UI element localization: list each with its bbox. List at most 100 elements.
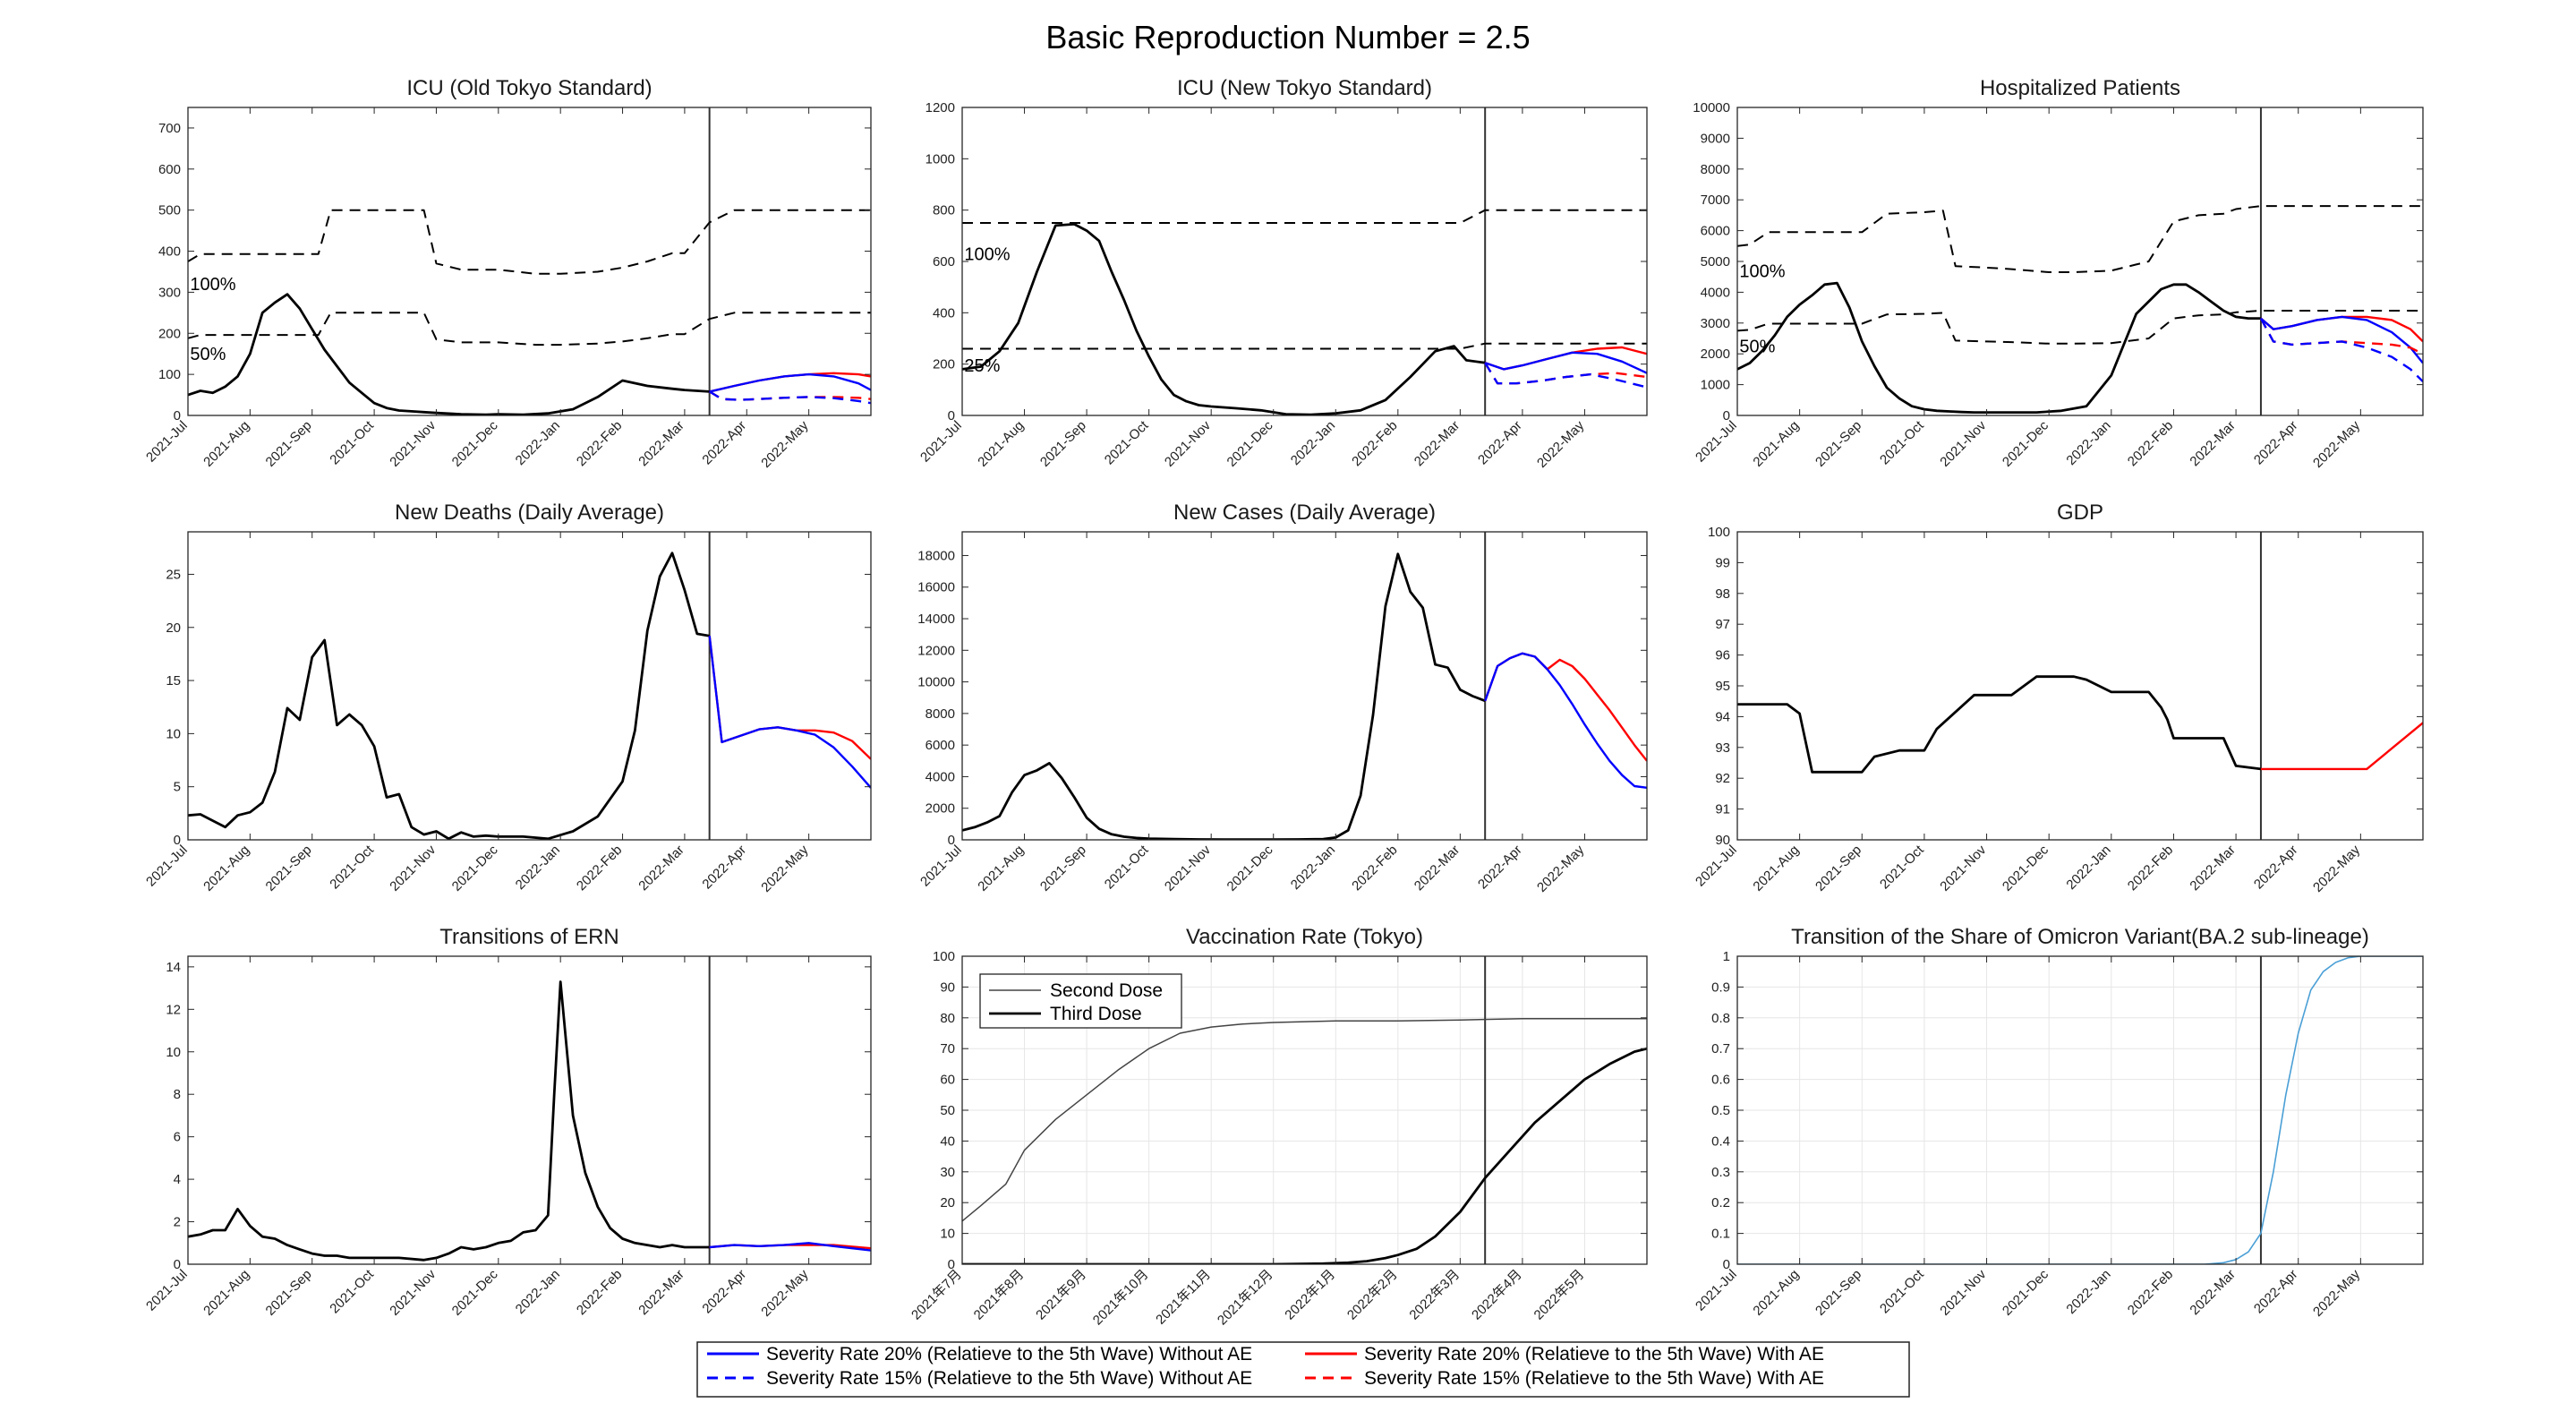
y-tick-label: 14000 bbox=[917, 612, 955, 627]
y-tick-label: 600 bbox=[158, 162, 181, 177]
threshold-annotation: 50% bbox=[190, 345, 226, 364]
legend-label: Severity Rate 15% (Relatieve to the 5th … bbox=[1364, 1368, 1824, 1389]
x-tick-label: 2021-Oct bbox=[1877, 842, 1927, 892]
y-tick-label: 70 bbox=[940, 1041, 955, 1057]
x-tick-label: 2022-Apr bbox=[1475, 418, 1525, 468]
x-tick-label: 2021-Jul bbox=[1693, 843, 1740, 890]
series-line-6 bbox=[1484, 362, 1647, 389]
y-tick-label: 10 bbox=[166, 726, 181, 741]
x-tick-label: 2022-Feb bbox=[574, 1267, 625, 1318]
y-tick-label: 4000 bbox=[925, 769, 955, 784]
y-tick-label: 7000 bbox=[1701, 192, 1730, 208]
y-tick-label: 80 bbox=[940, 1011, 955, 1026]
x-tick-label: 2022-Mar bbox=[1412, 843, 1463, 894]
panel-icu-old: ICU (Old Tokyo Standard) 0 100 200 300 400 500… bbox=[143, 76, 872, 471]
x-tick-label: 2021-Sep bbox=[263, 418, 315, 470]
x-tick-label: 2022年3月 bbox=[1406, 1267, 1463, 1323]
panel-title: ICU (Old Tokyo Standard) bbox=[406, 76, 652, 100]
x-tick-label: 2021-Dec bbox=[449, 842, 501, 894]
y-tick-label: 700 bbox=[158, 121, 181, 136]
y-tick-label: 6000 bbox=[1701, 224, 1730, 239]
y-tick-label: 25 bbox=[166, 567, 181, 582]
chart-panels: ICU (Old Tokyo Standard)0100200300400500… bbox=[143, 76, 2424, 1329]
axes-box bbox=[187, 955, 872, 1265]
x-tick-label: 2021-Dec bbox=[2000, 842, 2051, 894]
x-tick-label: 2022年2月 bbox=[1344, 1267, 1401, 1323]
panel-title: New Cases (Daily Average) bbox=[1173, 500, 1436, 525]
x-tick-label: 2022-Apr bbox=[699, 843, 749, 893]
series-line-1 bbox=[962, 1047, 1647, 1264]
x-tick-label: 2021-Dec bbox=[1224, 417, 1276, 469]
y-tick-label: 8000 bbox=[1701, 162, 1730, 177]
x-tick-label: 2021年12月 bbox=[1215, 1267, 1276, 1329]
x-tick-label: 2021-Dec bbox=[2000, 1266, 2051, 1318]
panel-hospitalized: Hospitalized Patients 0 1000 2000 3000 4000 50… bbox=[1693, 76, 2424, 471]
legend-label: Severity Rate 20% (Relatieve to the 5th … bbox=[766, 1344, 1252, 1365]
series-line-2 bbox=[188, 312, 871, 346]
panel-new-cases: New Cases (Daily Average) 0 2000 4000 6000 80… bbox=[917, 500, 1648, 895]
series-line-1 bbox=[188, 209, 871, 275]
y-tick-label: 93 bbox=[1715, 740, 1730, 756]
y-tick-label: 30 bbox=[940, 1165, 955, 1180]
x-tick-label: 2022-Jan bbox=[1288, 843, 1338, 893]
y-tick-label: 1200 bbox=[925, 100, 955, 115]
threshold-annotation: 50% bbox=[1739, 338, 1775, 357]
y-tick-label: 2000 bbox=[925, 801, 955, 817]
x-tick-label: 2021-Jul bbox=[143, 1267, 191, 1314]
y-tick-label: 0 bbox=[1723, 1257, 1730, 1272]
x-tick-label: 2021-Aug bbox=[200, 1267, 252, 1319]
y-tick-label: 94 bbox=[1715, 709, 1730, 724]
x-tick-label: 2021-Jul bbox=[1693, 418, 1740, 466]
threshold-annotation: 100% bbox=[1739, 261, 1785, 281]
x-tick-label: 2022年4月 bbox=[1469, 1267, 1525, 1323]
y-tick-label: 0 bbox=[948, 1257, 955, 1272]
series-line-3 bbox=[1484, 346, 1647, 371]
y-tick-label: 98 bbox=[1715, 586, 1730, 602]
x-tick-label: 2021-Oct bbox=[1102, 842, 1152, 892]
axes-box bbox=[961, 531, 1648, 841]
y-tick-label: 18000 bbox=[917, 548, 955, 563]
panel-vaccination: Vaccination Rate (Tokyo) 0 10 20 30 40 50 60 70 8… bbox=[908, 925, 1648, 1329]
series-line-2 bbox=[1484, 652, 1647, 789]
y-tick-label: 14 bbox=[166, 960, 181, 975]
series-line-0 bbox=[188, 980, 710, 1262]
x-tick-label: 2022-May bbox=[2310, 1266, 2364, 1320]
x-tick-label: 2022-Mar bbox=[635, 1267, 687, 1318]
y-tick-label: 0.6 bbox=[1711, 1073, 1730, 1088]
threshold-annotation: 100% bbox=[190, 275, 235, 295]
plot-area bbox=[188, 107, 871, 415]
x-tick-label: 2022-Jan bbox=[2063, 843, 2113, 893]
x-tick-label: 2022-Feb bbox=[1349, 843, 1400, 894]
y-tick-label: 300 bbox=[158, 285, 181, 300]
series-line-0 bbox=[962, 552, 1486, 840]
x-tick-label: 2021-Nov bbox=[387, 842, 439, 894]
x-tick-label: 2021-Aug bbox=[975, 418, 1027, 470]
x-tick-label: 2021年7月 bbox=[908, 1267, 965, 1323]
series-line-1 bbox=[2260, 722, 2423, 771]
series-line-2 bbox=[708, 636, 871, 789]
series-line-0 bbox=[188, 293, 710, 415]
y-tick-label: 0.4 bbox=[1711, 1134, 1730, 1149]
plot-area bbox=[1737, 956, 2423, 1264]
y-tick-label: 5000 bbox=[1701, 254, 1730, 269]
plot-area bbox=[188, 532, 871, 840]
y-tick-label: 95 bbox=[1715, 679, 1730, 694]
x-tick-label: 2022-May bbox=[758, 417, 812, 471]
y-tick-label: 2000 bbox=[1701, 346, 1730, 362]
series-line-0 bbox=[1737, 675, 2262, 774]
panel-title: Transition of the Share of Omicron Varia… bbox=[1791, 925, 2369, 949]
y-tick-label: 0.2 bbox=[1711, 1195, 1730, 1211]
x-tick-label: 2021-Dec bbox=[449, 1266, 501, 1318]
panel-title: New Deaths (Daily Average) bbox=[395, 500, 664, 525]
x-tick-label: 2022-May bbox=[1534, 417, 1588, 471]
x-tick-label: 2022-Mar bbox=[2188, 418, 2239, 469]
axes-box bbox=[961, 107, 1648, 416]
y-tick-label: 3000 bbox=[1701, 316, 1730, 331]
x-tick-label: 2022-Mar bbox=[635, 418, 687, 469]
x-tick-label: 2022-Apr bbox=[2251, 418, 2301, 468]
x-tick-label: 2022-Feb bbox=[1349, 418, 1400, 469]
axes-box bbox=[1736, 531, 2424, 841]
x-tick-label: 2022-Jan bbox=[1288, 418, 1338, 468]
x-tick-label: 2021年9月 bbox=[1033, 1267, 1089, 1323]
